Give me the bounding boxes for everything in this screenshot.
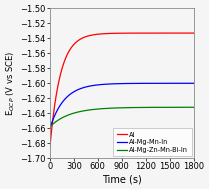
Al <box>138 32 140 34</box>
Al-Mg-Mn-In <box>79 88 82 90</box>
Al-Mg-Zn-Mn-Bi-In <box>79 110 82 113</box>
Al <box>49 146 51 148</box>
Al <box>89 34 91 37</box>
Al-Mg-Mn-In <box>179 82 181 84</box>
Al-Mg-Zn-Mn-Bi-In <box>138 106 140 109</box>
Al-Mg-Mn-In <box>49 127 51 129</box>
Al-Mg-Zn-Mn-Bi-In <box>192 106 195 108</box>
Al <box>192 32 195 34</box>
Line: Al-Mg-Zn-Mn-Bi-In: Al-Mg-Zn-Mn-Bi-In <box>50 107 194 127</box>
Al <box>79 38 82 40</box>
Al <box>179 32 181 34</box>
Al-Mg-Zn-Mn-Bi-In <box>89 109 91 111</box>
Al-Mg-Zn-Mn-Bi-In <box>179 106 181 108</box>
Al <box>135 32 138 34</box>
Al-Mg-Mn-In <box>192 82 195 84</box>
Line: Al-Mg-Mn-In: Al-Mg-Mn-In <box>50 83 194 128</box>
Al-Mg-Zn-Mn-Bi-In <box>192 106 195 108</box>
Al-Mg-Mn-In <box>192 82 195 84</box>
Al-Mg-Mn-In <box>89 85 91 87</box>
X-axis label: Time (s): Time (s) <box>102 174 142 184</box>
Line: Al: Al <box>50 33 194 147</box>
Al-Mg-Zn-Mn-Bi-In <box>49 126 51 128</box>
Al-Mg-Mn-In <box>138 82 140 84</box>
Legend: Al, Al-Mg-Mn-In, Al-Mg-Zn-Mn-Bi-In: Al, Al-Mg-Mn-In, Al-Mg-Zn-Mn-Bi-In <box>113 128 192 156</box>
Y-axis label: E$_{OCP}$ (V vs SCE): E$_{OCP}$ (V vs SCE) <box>5 51 17 116</box>
Al <box>192 32 195 34</box>
Al-Mg-Mn-In <box>135 82 138 84</box>
Al-Mg-Zn-Mn-Bi-In <box>135 106 138 109</box>
